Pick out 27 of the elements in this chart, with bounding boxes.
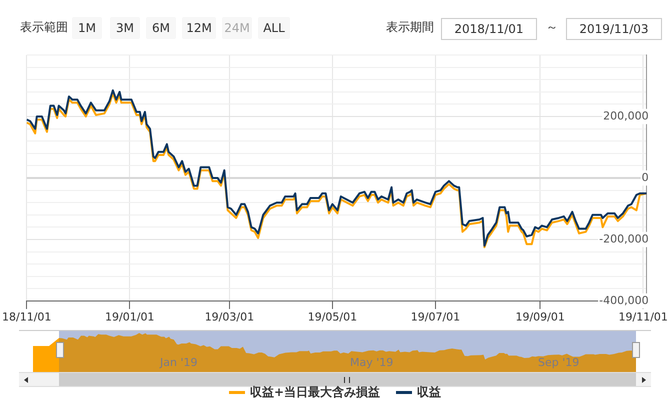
x-tick-label: 18/11/01 — [2, 310, 52, 324]
text: 表示期間 — [386, 19, 434, 36]
y-tick-label: 200,000 — [603, 109, 649, 122]
text: Sep '19 — [538, 356, 580, 369]
y-tick-label: -200,000 — [599, 232, 649, 246]
text: 表示範囲 — [20, 19, 68, 36]
x-tick-label: 19/07/01 — [410, 310, 460, 324]
text: 2018/11/01 — [441, 18, 537, 40]
text: 24M — [222, 17, 252, 39]
text: 1M — [72, 17, 102, 39]
text: ALL — [258, 17, 290, 39]
legend-label: 収益 — [417, 384, 442, 400]
text: 3M — [110, 17, 140, 39]
text: 12M — [182, 17, 216, 39]
text: ～ — [546, 19, 558, 36]
x-tick-label: 19/11/01 — [618, 310, 668, 324]
y-tick-label: 0 — [642, 170, 649, 184]
text: Jan '19 — [160, 356, 198, 369]
text: 6M — [146, 17, 176, 39]
text: 2019/11/03 — [566, 18, 662, 40]
x-tick-label: 19/05/01 — [308, 310, 358, 324]
x-tick-label: 19/03/01 — [204, 310, 254, 324]
x-tick-label: 19/01/01 — [105, 310, 154, 324]
text: May '19 — [350, 356, 394, 369]
legend-label: 収益+当日最大含み損益 — [250, 384, 380, 400]
x-tick-label: 19/09/01 — [515, 310, 565, 324]
y-tick-label: -400,000 — [599, 294, 649, 307]
